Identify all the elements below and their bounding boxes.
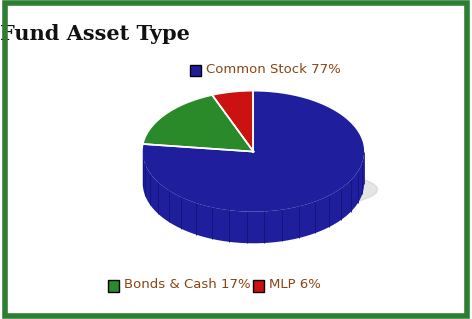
FancyBboxPatch shape	[253, 280, 264, 292]
Polygon shape	[213, 92, 253, 152]
Ellipse shape	[145, 168, 378, 211]
Text: MLP 6%: MLP 6%	[269, 278, 321, 291]
Text: Fund Asset Type: Fund Asset Type	[0, 24, 190, 43]
Polygon shape	[143, 152, 364, 243]
Polygon shape	[143, 96, 253, 152]
Text: Common Stock 77%: Common Stock 77%	[206, 63, 341, 76]
Polygon shape	[143, 92, 364, 212]
FancyBboxPatch shape	[190, 65, 201, 77]
Text: Bonds & Cash 17%: Bonds & Cash 17%	[124, 278, 251, 291]
FancyBboxPatch shape	[108, 280, 119, 292]
